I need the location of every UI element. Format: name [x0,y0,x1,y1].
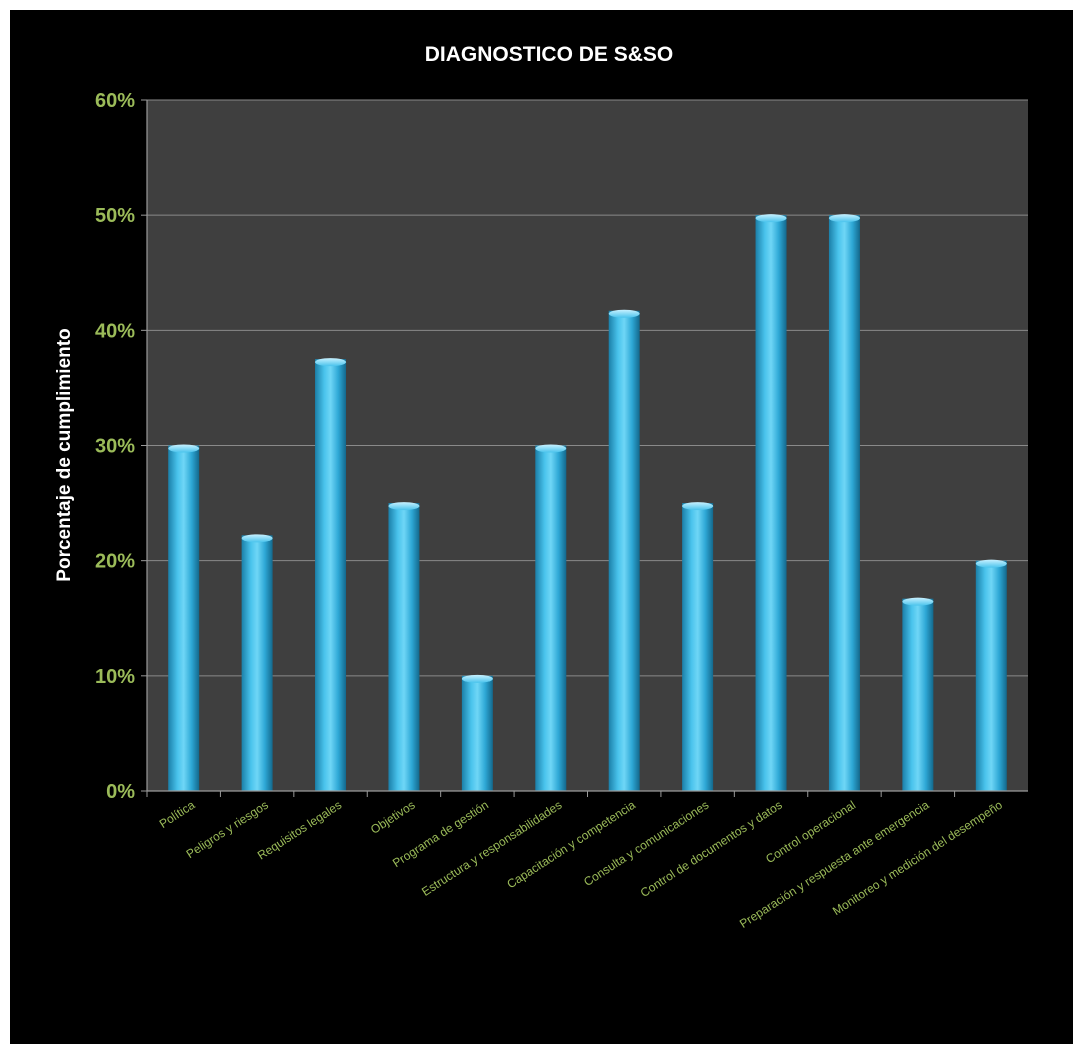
bar-body [828,215,860,791]
bar-body [241,535,273,791]
bar [828,214,860,791]
bar-cap [682,502,714,511]
x-tick-label: Capacitación y competencia [504,798,638,892]
bar-body [682,503,714,791]
bar [461,674,493,791]
bar-body [535,445,567,791]
bar [388,502,420,791]
bar [315,358,347,791]
y-tick-label: 40% [95,320,135,342]
y-axis-ticks: 0% 10% 20% 30% 40% 50% 60% [95,90,147,803]
bar-body [755,215,787,791]
gridlines [147,99,1028,677]
bar-cap [535,444,567,453]
bar-cap [608,309,640,318]
bar [902,597,934,791]
y-tick-label: 10% [95,666,135,688]
bar [975,559,1007,791]
bar-body [168,445,200,791]
bar-cap [828,214,860,223]
y-tick-label: 50% [95,205,135,227]
bar-cap [241,534,273,543]
bar-body [461,675,493,791]
bar [241,534,273,791]
bar-body [388,503,420,791]
bar [608,309,640,791]
bar-cap [755,214,787,223]
bar-cap [902,597,934,606]
bar [755,214,787,791]
bar [535,444,567,791]
y-tick-label: 0% [106,781,135,803]
chart-title: DIAGNOSTICO DE S&SO [425,43,674,66]
y-axis-label: Porcentaje de cumplimiento [54,328,75,581]
x-tick-label: Objetivos [368,798,418,837]
bar-cap [315,358,347,367]
y-tick-label: 60% [95,90,135,112]
bar-body [315,359,347,791]
y-tick-label: 20% [95,551,135,573]
bar-cap [388,502,420,511]
bar-body [975,560,1007,791]
x-tick-label: Consulta y comunicaciones [581,798,711,889]
chart-container: 0% 10% 20% 30% 40% 50% 60% Política Peligros y … [10,10,1073,1044]
bar [168,444,200,791]
bars [168,214,1007,791]
bar-body [608,310,640,791]
bar [682,502,714,791]
bar-cap [168,444,200,453]
y-tick-label: 30% [95,436,135,458]
x-tick-label: Política [157,798,198,831]
x-tick-label: Control de documentos y datos [638,798,785,900]
x-tick-label: Estructura y responsabilidades [419,798,564,899]
bar-cap [975,559,1007,568]
bar-cap [461,674,493,683]
bar-body [902,598,934,791]
